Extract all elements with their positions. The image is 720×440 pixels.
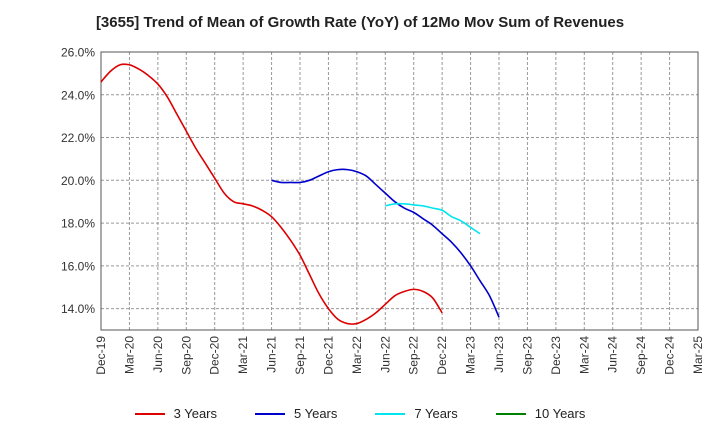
legend-label: 5 Years bbox=[294, 406, 338, 421]
y-tick-label: 16.0% bbox=[61, 259, 95, 273]
x-tick-label: Dec-19 bbox=[94, 336, 108, 375]
x-tick-label: Sep-23 bbox=[520, 336, 534, 375]
x-tick-label: Sep-20 bbox=[179, 336, 193, 375]
x-axis-ticks: Dec-19 Mar-20 Jun-20 Sep-20 Dec-20 Mar-21 Jun-… bbox=[94, 336, 705, 375]
y-axis-ticks: 14.0% 16.0% 18.0% 20.0% 22.0% 24.0% 26.0% bbox=[61, 46, 95, 317]
plot-frame bbox=[100, 51, 699, 331]
y-tick-label: 22.0% bbox=[61, 131, 95, 145]
x-tick-label: Mar-23 bbox=[464, 336, 478, 374]
x-tick-label: Sep-21 bbox=[293, 336, 307, 375]
x-tick-label: Dec-21 bbox=[321, 336, 335, 375]
series-line-3-years bbox=[100, 63, 443, 325]
legend-item-3-years: 3 Years bbox=[134, 406, 217, 421]
y-tick-label: 18.0% bbox=[61, 217, 95, 231]
y-tick-label: 24.0% bbox=[61, 88, 95, 102]
legend-item-5-years: 5 Years bbox=[255, 406, 337, 421]
x-tick-label: Mar-21 bbox=[236, 336, 250, 374]
gridlines bbox=[101, 51, 698, 330]
legend-swatch bbox=[255, 412, 285, 415]
legend-label: 7 Years bbox=[414, 406, 458, 421]
legend: 3 Years 5 Years 7 Years 10 Years bbox=[0, 406, 720, 421]
x-tick-label: Mar-24 bbox=[577, 336, 591, 374]
x-tick-label: Dec-22 bbox=[435, 336, 449, 375]
x-tick-label: Mar-25 bbox=[691, 336, 705, 374]
legend-swatch bbox=[495, 412, 526, 415]
x-tick-label: Sep-24 bbox=[634, 336, 648, 375]
x-tick-label: Jun-23 bbox=[492, 336, 506, 373]
x-tick-label: Dec-24 bbox=[663, 336, 677, 375]
legend-label: 3 Years bbox=[173, 406, 217, 421]
x-tick-label: Jun-21 bbox=[265, 336, 279, 373]
x-tick-label: Dec-23 bbox=[549, 336, 563, 375]
legend-label: 10 Years bbox=[534, 406, 586, 421]
x-tick-label: Dec-20 bbox=[208, 336, 222, 375]
series-lines bbox=[100, 63, 500, 325]
x-tick-label: Mar-22 bbox=[350, 336, 364, 374]
legend-swatch bbox=[375, 412, 406, 415]
x-tick-label: Jun-24 bbox=[606, 336, 620, 373]
legend-item-7-years: 7 Years bbox=[375, 406, 458, 421]
y-tick-label: 26.0% bbox=[61, 46, 95, 60]
y-tick-label: 20.0% bbox=[61, 174, 95, 188]
legend-swatch bbox=[134, 412, 165, 415]
x-tick-label: Mar-20 bbox=[122, 336, 136, 374]
series-line-5-years bbox=[271, 168, 500, 318]
chart-title: [3655] Trend of Mean of Growth Rate (YoY… bbox=[95, 14, 625, 31]
x-tick-label: Sep-22 bbox=[407, 336, 421, 375]
x-tick-label: Jun-20 bbox=[151, 336, 165, 373]
y-tick-label: 14.0% bbox=[61, 302, 95, 316]
series-line-7-years bbox=[385, 202, 481, 235]
legend-item-10-years: 10 Years bbox=[495, 406, 586, 421]
x-tick-label: Jun-22 bbox=[378, 336, 392, 373]
